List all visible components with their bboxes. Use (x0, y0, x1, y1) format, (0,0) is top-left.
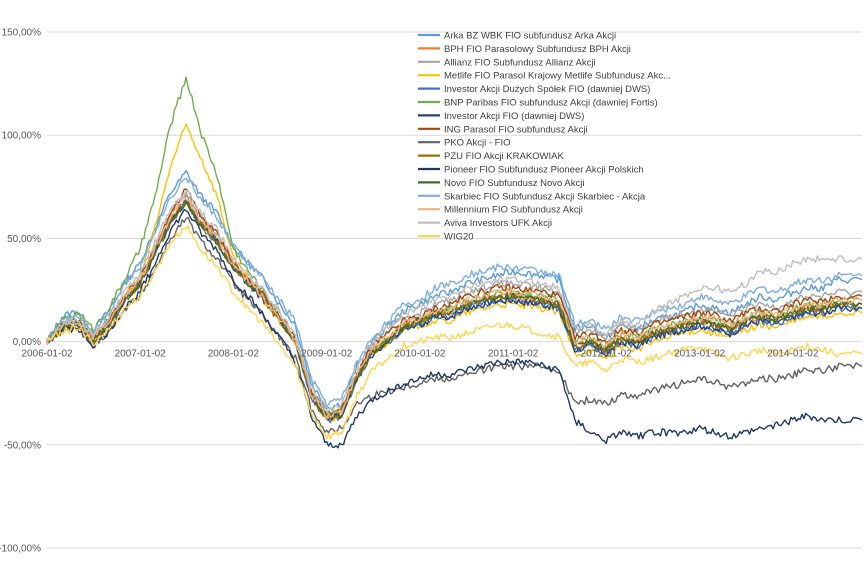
legend-label: PZU FIO Akcji KRAKOWIAK (444, 151, 564, 162)
series-line (46, 224, 863, 440)
legend-label: Metlife FIO Parasol Krajowy Metlife Subf… (444, 71, 671, 82)
legend-label: Novo FIO Subfundusz Novo Akcji (444, 178, 584, 189)
series-line (46, 196, 863, 420)
x-axis: 2006-01-02 2007-01-02 2008-01-02 2009-01-02… (21, 349, 818, 360)
series-line (46, 189, 863, 413)
series-line (46, 201, 863, 420)
y-tick-label: -100,00% (0, 544, 41, 555)
legend-label: WIG20 (444, 232, 474, 243)
series-line (46, 169, 863, 410)
gridlines (47, 31, 862, 549)
series-line (46, 200, 863, 422)
series-line (46, 177, 863, 408)
x-tick-label: 2006-01-02 (21, 349, 73, 360)
y-tick-label: -50,00% (4, 440, 41, 451)
x-tick-label: 2011-01-02 (488, 349, 539, 360)
y-axis: 150,00% 100,00% 50,00% 0,00% -50,00% -100,00% (0, 28, 41, 555)
legend-label: Aviva Investors UFK Akcji (444, 218, 552, 229)
legend-label: Arka BZ WBK FIO subfundusz Arka Akcji (444, 31, 616, 42)
series-lines (46, 76, 863, 449)
x-tick-label: 2008-01-02 (208, 349, 260, 360)
y-tick-label: 50,00% (7, 234, 41, 245)
legend-label: Investor Akcji FIO (dawniej DWS) (444, 111, 584, 122)
series-line (46, 123, 863, 422)
x-tick-label: 2009-01-02 (301, 349, 353, 360)
series-line (46, 76, 863, 416)
x-tick-label: 2013-01-02 (674, 349, 726, 360)
legend-label: Skarbiec FIO Subfundusz Akcji Skarbiec -… (444, 191, 646, 202)
legend-label: Allianz FIO Subfundusz Allianz Akcji (444, 57, 596, 68)
legend-label: BPH FIO Parasolowy Subfundusz BPH Akcji (444, 44, 631, 55)
x-tick-label: 2010-01-02 (394, 349, 446, 360)
legend-label: Millennium FIO Subfundusz Akcji (444, 205, 583, 216)
series-line (46, 208, 863, 449)
y-tick-label: 150,00% (2, 28, 42, 39)
series-line (46, 216, 863, 434)
legend-label: PKO Akcji - FIO (444, 138, 511, 149)
legend-label: Investor Akcji Dużych Spółek FIO (dawnie… (444, 84, 650, 95)
x-tick-label: 2012-01-02 (581, 349, 633, 360)
x-tick-label: 2014-01-02 (767, 349, 819, 360)
legend-label: BNP Paribas FIO subfundusz Akcji (dawnie… (444, 98, 658, 109)
x-tick-label: 2007-01-02 (115, 349, 167, 360)
legend: Arka BZ WBK FIO subfundusz Arka Akcji BPH… (418, 31, 671, 243)
legend-label: ING Parasol FIO subfundusz Akcji (444, 124, 588, 135)
y-tick-label: 0,00% (13, 337, 41, 348)
y-tick-label: 100,00% (2, 131, 42, 142)
legend-label: Pioneer FIO Subfundusz Pioneer Akcji Pol… (444, 165, 644, 176)
series-line (46, 199, 863, 424)
